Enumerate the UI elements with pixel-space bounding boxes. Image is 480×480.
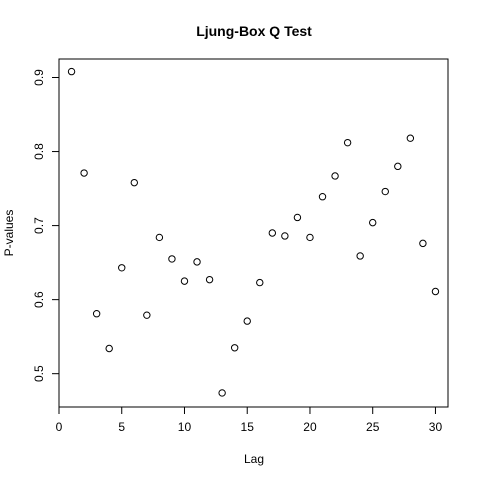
data-point xyxy=(306,233,314,242)
data-point xyxy=(343,138,352,147)
data-point xyxy=(143,311,151,319)
x-axis: 0 5 10 15 20 25 30 xyxy=(56,406,443,434)
y-axis-label: P-values xyxy=(2,210,16,257)
plot-frame xyxy=(58,58,449,408)
x-axis-label: Lag xyxy=(244,452,264,466)
x-tick-label: 20 xyxy=(303,420,317,434)
data-point xyxy=(180,277,189,285)
data-point xyxy=(168,255,176,263)
data-point xyxy=(369,218,377,227)
data-point xyxy=(381,187,389,196)
data-point xyxy=(318,193,327,201)
x-tick-label: 15 xyxy=(241,420,255,434)
data-point xyxy=(193,258,201,266)
data-point xyxy=(331,172,339,180)
data-point xyxy=(406,134,415,142)
data-point xyxy=(92,310,101,318)
data-point xyxy=(155,233,164,242)
data-point xyxy=(431,287,440,296)
x-tick-label: 5 xyxy=(118,420,125,434)
data-point xyxy=(205,275,214,284)
data-point xyxy=(268,229,277,237)
y-tick-label: 0.8 xyxy=(32,143,46,160)
y-axis: 0.5 0.6 0.7 0.8 0.9 xyxy=(32,69,60,382)
y-tick-label: 0.9 xyxy=(32,69,46,86)
y-tick-label: 0.6 xyxy=(32,291,46,308)
x-tick-label: 0 xyxy=(56,420,63,434)
x-tick-label: 30 xyxy=(429,420,443,434)
data-point xyxy=(105,344,113,353)
y-tick-label: 0.5 xyxy=(32,365,46,382)
data-point xyxy=(256,278,264,287)
data-point xyxy=(118,264,126,272)
data-point xyxy=(130,178,138,187)
data-point xyxy=(67,67,76,76)
data-point xyxy=(80,169,88,177)
data-point xyxy=(356,252,364,260)
data-points xyxy=(67,67,440,397)
x-tick-label: 10 xyxy=(178,420,192,434)
data-point xyxy=(230,344,239,352)
data-point xyxy=(243,317,251,325)
y-tick-label: 0.7 xyxy=(32,217,46,234)
data-point xyxy=(419,239,427,248)
chart-title: Ljung-Box Q Test xyxy=(196,23,312,39)
data-point xyxy=(394,162,402,171)
data-point xyxy=(293,213,302,222)
data-point xyxy=(281,232,289,240)
x-tick-label: 25 xyxy=(366,420,380,434)
data-point xyxy=(218,389,226,397)
